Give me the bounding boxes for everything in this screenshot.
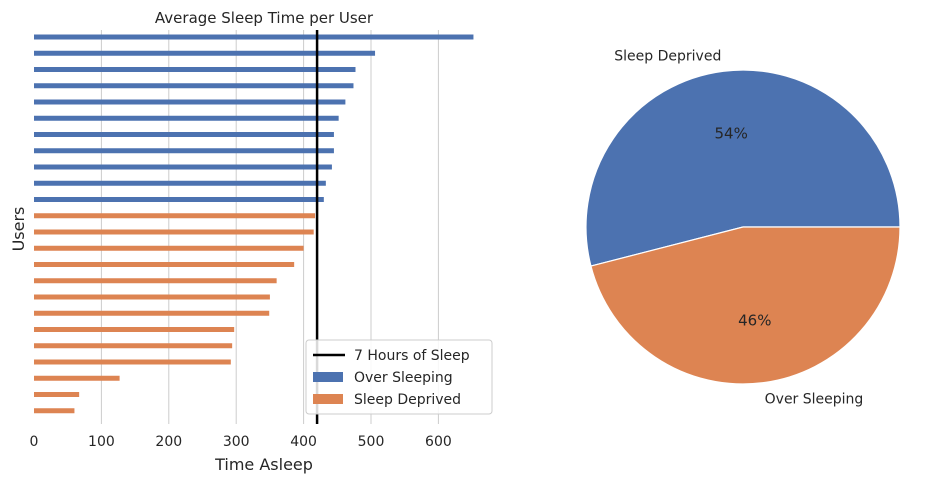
x-tick-label: 200 xyxy=(155,434,182,450)
x-tick-labels: 0 100 200 300 400 500 600 xyxy=(30,434,452,450)
bar xyxy=(34,278,277,284)
x-tick-label: 300 xyxy=(223,434,250,450)
gridlines xyxy=(100,30,439,424)
legend-label: Sleep Deprived xyxy=(354,392,461,408)
bar xyxy=(34,132,334,137)
bar xyxy=(34,180,326,186)
legend-label: Over Sleeping xyxy=(354,370,453,386)
bar xyxy=(34,310,270,316)
x-tick-label: 400 xyxy=(290,434,317,450)
bar xyxy=(34,327,235,332)
bar xyxy=(34,375,120,381)
x-tick-label: 600 xyxy=(425,434,452,450)
pie-slice xyxy=(590,226,901,385)
bar xyxy=(34,262,295,267)
bar xyxy=(34,164,332,170)
y-axis-label: Users xyxy=(9,207,28,252)
pie-slice-label: Over Sleeping xyxy=(765,391,864,407)
legend: 7 Hours of Sleep Over Sleeping Sleep Depri… xyxy=(305,339,493,415)
pie-slice-label: Sleep Deprived xyxy=(614,49,721,65)
bar xyxy=(34,213,316,219)
bar xyxy=(34,294,270,300)
bar xyxy=(34,197,324,202)
pie-slice xyxy=(585,69,901,267)
bar xyxy=(34,343,233,349)
pie-chart: Sleep Deprived 54% Over Sleeping 46% xyxy=(585,49,901,407)
x-axis-label: Time Asleep xyxy=(214,455,313,474)
x-tick-label: 500 xyxy=(358,434,385,450)
legend-frame xyxy=(305,339,493,415)
bar xyxy=(34,83,354,89)
legend-swatch xyxy=(313,372,343,382)
bar xyxy=(34,392,80,397)
x-tick-label: 0 xyxy=(30,434,39,450)
bar-chart: 0 100 200 300 400 500 600 Average Sleep Time p… xyxy=(9,9,493,474)
bar xyxy=(34,359,231,365)
pie-pct-label: 54% xyxy=(715,125,748,143)
bar xyxy=(34,229,314,235)
bar xyxy=(34,50,376,56)
legend-swatch xyxy=(313,394,343,404)
bar xyxy=(34,408,75,414)
pie-pct-label: 46% xyxy=(738,311,771,329)
bar xyxy=(34,34,474,40)
chart-title: Average Sleep Time per User xyxy=(155,9,374,27)
legend-label-reference: 7 Hours of Sleep xyxy=(354,348,470,364)
bar xyxy=(34,99,346,105)
bar xyxy=(34,67,356,72)
x-tick-label: 100 xyxy=(88,434,115,450)
bar xyxy=(34,115,339,121)
bar xyxy=(34,245,304,251)
bars xyxy=(34,34,474,414)
bar xyxy=(34,148,334,154)
